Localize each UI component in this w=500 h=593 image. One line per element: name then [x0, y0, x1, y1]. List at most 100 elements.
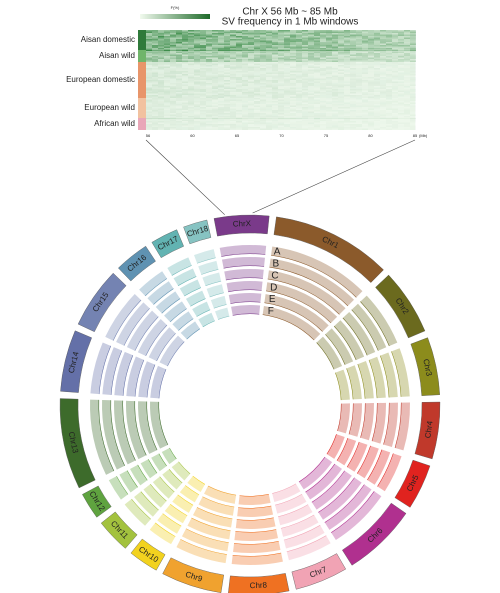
heat-cell: [392, 93, 398, 95]
heat-cell: [164, 57, 170, 59]
heat-cell: [386, 30, 392, 32]
heat-cell: [380, 45, 386, 47]
heat-cell: [338, 49, 344, 51]
heat-cell: [194, 72, 200, 74]
heat-cell: [398, 95, 404, 97]
heat-cell: [254, 39, 260, 41]
heat-cell: [272, 105, 278, 107]
track-baseline: [148, 459, 158, 474]
heat-cell: [386, 39, 392, 41]
heat-cell: [362, 54, 368, 56]
heat-cell: [158, 59, 164, 61]
heat-cell: [236, 99, 242, 101]
heat-cell: [308, 118, 314, 120]
track-band: [337, 403, 350, 434]
heat-cell: [176, 81, 182, 83]
heat-cell: [284, 111, 290, 113]
heat-cell: [182, 92, 188, 94]
heat-cell: [320, 78, 326, 80]
heat-cell: [182, 30, 188, 32]
heat-cell: [272, 40, 278, 42]
heat-cell: [404, 56, 410, 58]
heat-cell: [146, 107, 152, 109]
heat-cell: [182, 53, 188, 55]
heat-cell: [176, 71, 182, 73]
heat-cell: [338, 36, 344, 38]
heat-cell: [272, 60, 278, 62]
heat-cell: [326, 46, 332, 48]
track-band: [228, 293, 262, 304]
heat-cell: [254, 63, 260, 65]
heat-cell: [386, 62, 392, 64]
heat-cell: [266, 68, 272, 70]
heat-cell: [200, 36, 206, 38]
heat-cell: [404, 37, 410, 39]
heat-cell: [308, 127, 314, 129]
heat-cell: [392, 33, 398, 35]
heat-cell: [308, 95, 314, 97]
heat-cell: [200, 108, 206, 110]
heat-cell: [272, 62, 278, 64]
heat-cell: [266, 86, 272, 88]
heat-cell: [164, 50, 170, 52]
heat-cell: [374, 92, 380, 94]
heat-cell: [362, 98, 368, 100]
heat-cell: [320, 93, 326, 95]
heat-cell: [236, 113, 242, 115]
heat-cell: [314, 69, 320, 71]
heat-cell: [272, 96, 278, 98]
heat-cell: [278, 83, 284, 85]
heat-cell: [392, 127, 398, 129]
heat-cell: [146, 124, 152, 126]
heat-cell: [350, 104, 356, 106]
heat-cell: [308, 83, 314, 85]
heat-cell: [404, 108, 410, 110]
heat-cell: [260, 45, 266, 47]
heat-cell: [326, 116, 332, 118]
heat-cell: [284, 122, 290, 124]
heat-cell: [206, 104, 212, 106]
track-band: [379, 352, 398, 398]
heat-cell: [200, 84, 206, 86]
heat-cell: [194, 95, 200, 97]
heat-cell: [362, 30, 368, 32]
heat-cell: [230, 53, 236, 55]
track-band: [176, 539, 227, 564]
heat-cell: [398, 57, 404, 59]
heat-cell: [368, 53, 374, 55]
heat-cell: [242, 101, 248, 103]
heat-cell: [296, 40, 302, 42]
heat-cell: [254, 53, 260, 55]
heat-cell: [254, 92, 260, 94]
heat-cell: [374, 110, 380, 112]
heat-cell: [194, 37, 200, 39]
heat-cell: [350, 102, 356, 104]
heat-cell: [260, 80, 266, 82]
heat-cell: [170, 51, 176, 53]
heat-cell: [362, 65, 368, 67]
heat-cell: [176, 116, 182, 118]
heat-cell: [272, 127, 278, 129]
heat-cell: [230, 54, 236, 56]
heat-cell: [224, 89, 230, 91]
heat-cell: [170, 104, 176, 106]
heat-cell: [338, 124, 344, 126]
heat-cell: [194, 117, 200, 119]
heat-cell: [302, 42, 308, 44]
heat-cell: [146, 84, 152, 86]
heat-cell: [266, 81, 272, 83]
heat-cell: [356, 69, 362, 71]
heat-cell: [302, 81, 308, 83]
heat-cell: [410, 83, 416, 85]
heat-cell: [356, 110, 362, 112]
heat-cell: [206, 83, 212, 85]
heat-cell: [152, 127, 158, 129]
heat-cell: [386, 81, 392, 83]
heat-cell: [236, 101, 242, 103]
heat-cell: [356, 83, 362, 85]
heat-cell: [206, 125, 212, 127]
heat-cell: [248, 48, 254, 50]
heat-cell: [260, 86, 266, 88]
heat-cell: [284, 71, 290, 73]
heat-cell: [236, 117, 242, 119]
